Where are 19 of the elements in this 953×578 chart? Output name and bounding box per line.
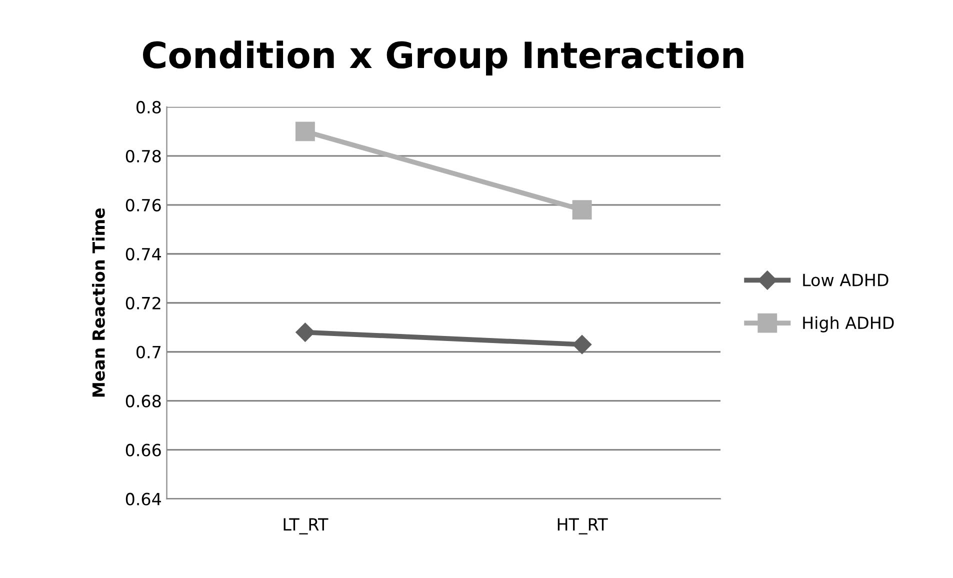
legend-label: High ADHD (803, 316, 894, 332)
y-tick-label: 0.78 (126, 150, 161, 162)
chart-title: Condition x Group Interaction (142, 40, 744, 76)
point (572, 200, 592, 220)
point (296, 322, 315, 342)
point (572, 334, 592, 354)
point (295, 122, 315, 142)
x-tick-label: HT_RT (558, 518, 608, 534)
y-tick-label: 0.68 (126, 394, 161, 408)
y-tick-label: 0.74 (126, 248, 161, 260)
y-tick-label: 0.72 (126, 296, 160, 310)
y-tick-label: 0.66 (126, 444, 161, 456)
y-tick-label: 0.64 (126, 492, 161, 506)
y-axis-title: Mean Reaction Time (92, 208, 105, 397)
y-tick-label: 0.7 (136, 346, 160, 358)
legend-label: Low ADHD (803, 274, 888, 286)
y-tick-label: 0.8 (136, 100, 161, 114)
x-tick-label: LT_RT (284, 518, 328, 534)
y-tick-label: 0.76 (126, 198, 161, 212)
